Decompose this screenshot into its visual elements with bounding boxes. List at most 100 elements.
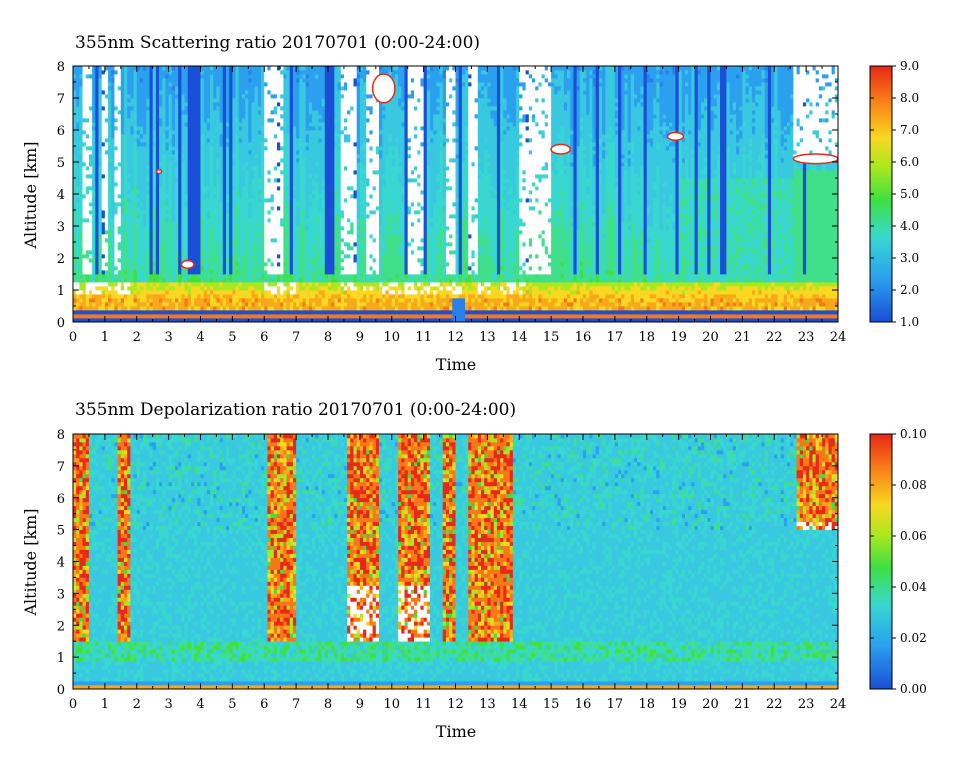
heatmap-cell — [188, 186, 192, 190]
heatmap-cell — [280, 298, 284, 302]
heatmap-cell — [111, 214, 115, 218]
heatmap-cell — [118, 246, 122, 250]
heatmap-cell — [130, 142, 134, 146]
heatmap-cell — [169, 298, 173, 302]
heatmap-cell — [232, 274, 236, 278]
heatmap-cell — [201, 66, 205, 70]
heatmap-cell — [105, 266, 109, 270]
heatmap-cell — [156, 210, 160, 214]
heatmap-cell — [287, 82, 291, 86]
heatmap-cell — [239, 298, 243, 302]
heatmap-cell — [306, 274, 310, 278]
heatmap-cell — [213, 186, 217, 190]
heatmap-cell — [162, 86, 166, 90]
heatmap-cell — [223, 102, 227, 106]
heatmap-cell — [290, 150, 294, 154]
heatmap-cell — [162, 214, 166, 218]
heatmap-cell — [95, 254, 99, 258]
heatmap-cell — [318, 170, 322, 174]
heatmap-cell — [258, 70, 262, 74]
heatmap-cell — [271, 226, 275, 230]
heatmap-cell — [303, 274, 307, 278]
heatmap-cell — [134, 294, 138, 298]
heatmap-cell — [165, 222, 169, 226]
heatmap-cell — [239, 102, 243, 106]
heatmap-cell — [258, 82, 262, 86]
heatmap-cell — [232, 118, 236, 122]
heatmap-cell — [201, 174, 205, 178]
heatmap-cell — [86, 102, 90, 106]
heatmap-cell — [287, 282, 291, 286]
heatmap-cell — [194, 110, 198, 114]
heatmap-cell — [175, 290, 179, 294]
heatmap-cell — [153, 250, 157, 254]
heatmap-cell — [99, 302, 103, 306]
heatmap-cell — [143, 246, 147, 250]
heatmap-cell — [181, 174, 185, 178]
heatmap-cell — [223, 86, 227, 90]
heatmap-cell — [178, 134, 182, 138]
heatmap-cell — [111, 74, 115, 78]
heatmap-cell — [188, 178, 192, 182]
heatmap-cell — [162, 302, 166, 306]
heatmap-cell — [188, 78, 192, 82]
heatmap-cell — [255, 258, 259, 262]
heatmap-cell — [76, 146, 80, 150]
heatmap-cell — [79, 242, 83, 246]
heatmap-cell — [287, 110, 291, 114]
heatmap-cell — [223, 186, 227, 190]
heatmap-cell — [165, 142, 169, 146]
heatmap-cell — [255, 154, 259, 158]
heatmap-cell — [175, 178, 179, 182]
heatmap-cell — [287, 122, 291, 126]
heatmap-cell — [143, 206, 147, 210]
heatmap-cell — [127, 198, 131, 202]
heatmap-cell — [213, 138, 217, 142]
heatmap-cell — [162, 158, 166, 162]
heatmap-cell — [264, 274, 268, 278]
heatmap-cell — [105, 262, 109, 266]
heatmap-cell — [280, 66, 284, 70]
heatmap-cell — [201, 74, 205, 78]
heatmap-cell — [261, 86, 265, 90]
heatmap-cell — [105, 162, 109, 166]
heatmap-cell — [280, 126, 284, 130]
heatmap-cell — [111, 310, 115, 314]
heatmap-cell — [181, 294, 185, 298]
heatmap-cell — [137, 250, 141, 254]
heatmap-cell — [274, 194, 278, 198]
heatmap-cell — [213, 90, 217, 94]
heatmap-cell — [130, 118, 134, 122]
heatmap-cell — [197, 246, 201, 250]
heatmap-cell — [223, 194, 227, 198]
heatmap-cell — [223, 250, 227, 254]
heatmap-cell — [134, 98, 138, 102]
heatmap-cell — [216, 286, 220, 290]
heatmap-cell — [172, 158, 176, 162]
heatmap-cell — [267, 298, 271, 302]
heatmap-cell — [220, 154, 224, 158]
heatmap-cell — [150, 142, 154, 146]
heatmap-cell — [213, 294, 217, 298]
heatmap-cell — [185, 310, 189, 314]
heatmap-cell — [105, 194, 109, 198]
heatmap-cell — [299, 278, 303, 282]
heatmap-cell — [210, 282, 214, 286]
heatmap-cell — [162, 146, 166, 150]
heatmap-cell — [255, 218, 259, 222]
heatmap-cell — [124, 270, 128, 274]
heatmap-cell — [89, 110, 93, 114]
heatmap-cell — [220, 166, 224, 170]
heatmap-cell — [108, 278, 112, 282]
heatmap-cell — [226, 146, 230, 150]
heatmap-cell — [76, 186, 80, 190]
heatmap-cell — [83, 314, 87, 318]
heatmap-cell — [172, 246, 176, 250]
heatmap-cell — [255, 210, 259, 214]
heatmap-cell — [127, 250, 131, 254]
heatmap-cell — [242, 102, 246, 106]
heatmap-cell — [105, 250, 109, 254]
heatmap-cell — [280, 178, 284, 182]
heatmap-cell — [277, 282, 281, 286]
heatmap-cell — [296, 150, 300, 154]
